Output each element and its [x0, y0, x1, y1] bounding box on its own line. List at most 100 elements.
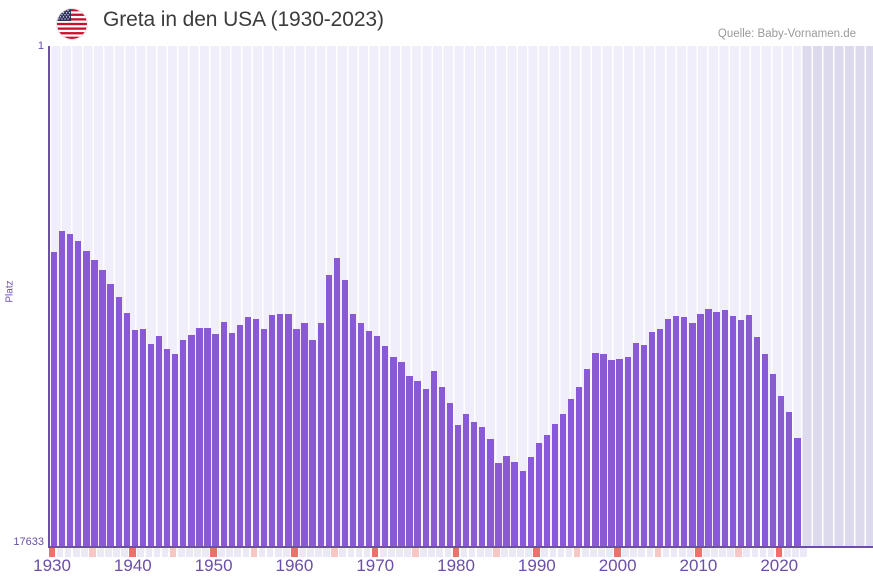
- x-tick-1958: [274, 548, 282, 557]
- x-tick-2010: [695, 548, 702, 557]
- x-tick-1997: [589, 548, 597, 557]
- bar-1954: [244, 317, 252, 546]
- bar-1970: [374, 336, 381, 546]
- bar-2000: [616, 359, 623, 546]
- bar-1988: [519, 471, 526, 546]
- y-axis-bottom-label: 17633: [13, 536, 44, 548]
- x-tick-2007: [670, 548, 678, 557]
- x-axis-label-1930: 1930: [33, 556, 71, 575]
- bar-2022: [794, 438, 801, 546]
- x-tick-1955: [250, 548, 258, 557]
- bar-1964: [325, 275, 332, 546]
- x-tick-1930: [48, 548, 56, 557]
- bar-1941: [139, 329, 147, 546]
- x-tick-1932: [64, 548, 72, 557]
- bar-1940: [131, 330, 138, 546]
- bar-1990: [535, 443, 542, 546]
- x-tick-1950: [210, 548, 217, 557]
- bar-1984: [487, 439, 494, 546]
- bar-1953: [236, 325, 244, 546]
- bar-1991: [543, 435, 551, 546]
- bar-1939: [123, 313, 130, 546]
- x-tick-2000: [614, 548, 621, 557]
- bar-2010: [697, 314, 704, 546]
- bar-1950: [212, 334, 219, 546]
- bar-1974: [406, 376, 413, 546]
- bar-2012: [713, 312, 720, 546]
- x-tick-1957: [266, 548, 274, 557]
- bar-1951: [220, 322, 227, 546]
- x-tick-2012: [711, 548, 718, 557]
- x-tick-1946: [177, 548, 185, 557]
- bar-1937: [107, 284, 114, 546]
- bar-1948: [196, 328, 203, 546]
- x-tick-2003: [638, 548, 646, 557]
- bar-1949: [204, 328, 211, 546]
- bar-series: [50, 46, 873, 546]
- bar-1994: [568, 399, 575, 546]
- bar-1965: [333, 258, 340, 546]
- x-tick-1981: [460, 548, 468, 557]
- x-tick-2006: [662, 548, 670, 557]
- x-tick-2005: [654, 548, 662, 557]
- y-axis-top-label: 1: [37, 40, 44, 52]
- x-tick-1948: [194, 548, 201, 557]
- bar-1971: [382, 346, 389, 546]
- bar-2008: [681, 317, 688, 546]
- x-tick-1980: [452, 548, 460, 557]
- bar-1972: [390, 357, 397, 546]
- x-tick-1967: [347, 548, 355, 557]
- x-tick-1965: [331, 548, 339, 557]
- bar-1997: [592, 353, 599, 546]
- bar-1952: [228, 333, 235, 546]
- bar-1959: [285, 314, 292, 546]
- source-attribution: Quelle: Baby-Vornamen.de: [717, 28, 856, 40]
- bar-2013: [721, 310, 728, 546]
- x-tick-1968: [355, 548, 363, 557]
- x-tick-1977: [428, 548, 436, 557]
- x-tick-1935: [89, 548, 96, 557]
- bar-2009: [689, 323, 696, 546]
- bar-2011: [705, 309, 712, 546]
- bar-1933: [75, 241, 82, 546]
- bar-1947: [188, 335, 195, 546]
- bar-2020: [778, 396, 785, 546]
- x-axis-label-1960: 1960: [275, 556, 314, 575]
- bar-1982: [471, 422, 478, 546]
- bar-1960: [293, 329, 300, 546]
- x-tick-1943: [153, 548, 161, 557]
- x-tick-1956: [258, 548, 266, 557]
- bar-1969: [366, 331, 373, 546]
- x-tick-2022: [791, 548, 799, 557]
- x-axis-label-1940: 1940: [113, 556, 152, 575]
- x-tick-1961: [299, 548, 306, 557]
- bar-1992: [551, 424, 559, 546]
- x-tick-1937: [105, 548, 112, 557]
- bar-2007: [673, 316, 680, 546]
- x-tick-1966: [339, 548, 347, 557]
- bar-1973: [398, 362, 405, 546]
- bar-2014: [729, 316, 736, 546]
- plot-area: [48, 46, 873, 546]
- bar-1938: [115, 297, 122, 546]
- bar-2003: [640, 345, 648, 546]
- x-axis-label-2020: 2020: [760, 556, 799, 575]
- bar-1981: [462, 414, 470, 546]
- x-tick-1963: [315, 548, 322, 557]
- x-tick-1996: [581, 548, 589, 557]
- bar-2001: [624, 357, 631, 546]
- x-tick-1939: [121, 548, 128, 557]
- x-tick-2004: [646, 548, 654, 557]
- x-tick-1987: [509, 548, 516, 557]
- x-tick-1992: [549, 548, 557, 557]
- x-tick-1934: [80, 548, 88, 557]
- bar-2006: [664, 319, 672, 546]
- bar-2002: [632, 343, 639, 546]
- x-tick-1985: [493, 548, 500, 557]
- y-axis-title: Platz: [4, 280, 16, 303]
- bar-1935: [91, 260, 98, 546]
- bar-1986: [503, 456, 510, 546]
- bar-1978: [438, 387, 446, 546]
- bar-1944: [164, 349, 171, 546]
- bar-2018: [761, 354, 769, 546]
